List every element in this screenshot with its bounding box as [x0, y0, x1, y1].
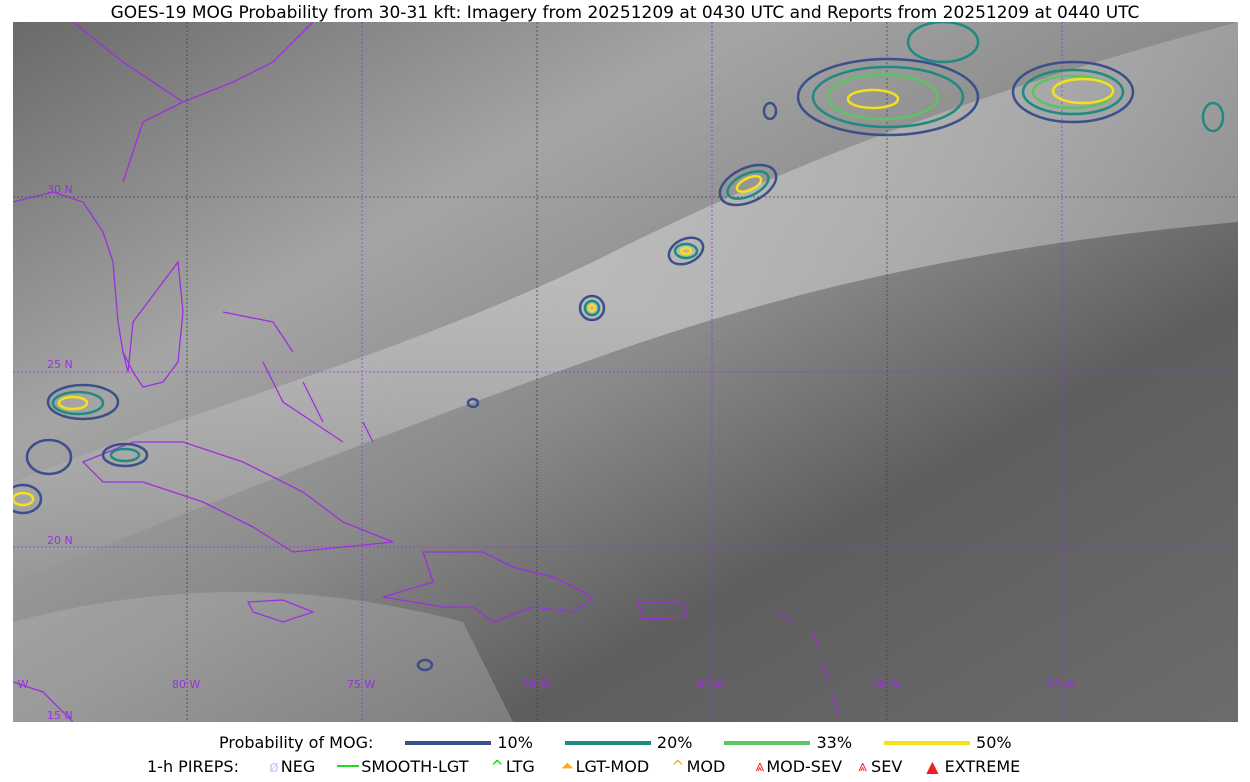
- graticule: [13, 22, 1238, 722]
- extreme-icon: ▲: [926, 756, 939, 776]
- contour-cluster: [578, 294, 606, 322]
- legend-line-20: [564, 740, 651, 745]
- lesser-antilles: [777, 611, 839, 718]
- lat-label: 15 N: [47, 709, 73, 722]
- pirep-mod-sev-label: MOD-SEV: [766, 756, 843, 776]
- smooth-lgt-icon: [337, 765, 360, 767]
- legend-label-33: 33%: [816, 733, 853, 752]
- pirep-mod-label: MOD: [686, 756, 726, 776]
- neg-icon: ø: [268, 756, 279, 776]
- lon-label: 55 W: [1047, 678, 1075, 691]
- jamaica: [246, 599, 315, 623]
- probability-legend: Probability of MOG: 10% 20% 33% 50%: [0, 733, 1250, 752]
- us-east-coast: [72, 22, 314, 103]
- contour-cluster: [667, 236, 705, 266]
- satellite-map: 85 W 80 W 75 W 70 W 65 W 60 W 55 W 30 N …: [13, 22, 1238, 722]
- lat-label: 20 N: [47, 534, 73, 547]
- cloud-band-lower: [13, 592, 513, 722]
- coastlines: [13, 22, 839, 722]
- puerto-rico: [637, 601, 689, 620]
- mod-icon: ^: [671, 756, 685, 776]
- pirep-legend-label: 1-h PIREPS:: [147, 756, 239, 776]
- legend-label-10: 10%: [497, 733, 533, 752]
- mog-contours: [13, 22, 1225, 672]
- cloud-band: [13, 22, 1238, 582]
- pirep-legend: 1-h PIREPS: ø NEG SMOOTH-LGT ^ LTG ⏶ LGT…: [0, 756, 1250, 776]
- pirep-extreme-label: EXTREME: [944, 756, 1021, 776]
- hispaniola: [382, 551, 595, 623]
- legend-line-33: [724, 740, 811, 745]
- lgt-mod-icon: ⏶: [560, 756, 574, 775]
- lon-label: 75 W: [347, 678, 375, 691]
- legend-label-50: 50%: [976, 733, 1012, 752]
- lat-label: 30 N: [47, 183, 73, 196]
- central-america: [13, 681, 74, 722]
- pirep-ltg-label: LTG: [505, 756, 535, 776]
- contour-cluster: [1011, 60, 1225, 133]
- ltg-icon: ^: [490, 756, 504, 776]
- contour-cluster: [796, 22, 980, 137]
- legend-label-20: 20%: [656, 733, 693, 752]
- pirep-smooth-lgt-label: SMOOTH-LGT: [361, 756, 469, 776]
- lon-label: 85 W: [13, 678, 28, 691]
- pirep-neg-label: NEG: [280, 756, 316, 776]
- probability-legend-label: Probability of MOG:: [219, 733, 374, 752]
- lat-label: 25 N: [47, 358, 73, 371]
- pirep-lgt-mod-label: LGT-MOD: [575, 756, 650, 776]
- cuba: [81, 441, 394, 553]
- mod-sev-icon: ⩓: [755, 756, 765, 775]
- map-title: GOES-19 MOG Probability from 30-31 kft: …: [110, 3, 1140, 23]
- lon-label: 80 W: [172, 678, 200, 691]
- lat-labels: 30 N 25 N 20 N 15 N: [47, 183, 73, 722]
- lon-labels: 85 W 80 W 75 W 70 W 65 W 60 W 55 W: [13, 678, 1075, 691]
- lon-label: 60 W: [872, 678, 900, 691]
- contour-cluster: [13, 101, 778, 672]
- lon-label: 65 W: [697, 678, 725, 691]
- lon-label: 70 W: [522, 678, 550, 691]
- legend-line-10: [405, 740, 492, 745]
- bahamas: [222, 311, 374, 443]
- sev-icon: ⩓: [858, 756, 868, 775]
- florida: [13, 101, 184, 388]
- contour-cluster: [718, 163, 778, 207]
- legend-line-50: [884, 740, 971, 745]
- pirep-sev-label: SEV: [871, 756, 903, 776]
